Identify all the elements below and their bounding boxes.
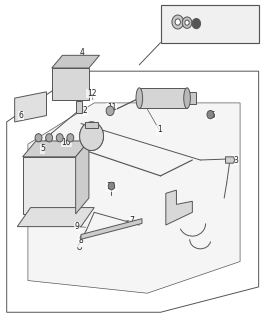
Circle shape [46, 134, 53, 142]
Circle shape [172, 15, 184, 29]
Circle shape [185, 20, 189, 25]
Circle shape [175, 19, 180, 25]
Polygon shape [17, 208, 94, 227]
Polygon shape [81, 219, 142, 239]
Text: 17: 17 [178, 18, 188, 27]
Text: 6: 6 [19, 111, 24, 120]
Ellipse shape [136, 88, 143, 108]
Circle shape [182, 17, 192, 28]
Bar [76, 101, 82, 113]
Bar [23, 157, 76, 214]
Polygon shape [85, 122, 98, 128]
Text: 10: 10 [62, 138, 71, 147]
Bar [52, 68, 89, 100]
Text: 9: 9 [75, 222, 79, 231]
Polygon shape [225, 157, 235, 163]
Text: 8: 8 [79, 236, 83, 245]
Text: 2: 2 [83, 106, 87, 115]
Polygon shape [23, 141, 89, 157]
Text: 14: 14 [107, 182, 116, 191]
Text: 7: 7 [129, 216, 134, 225]
Text: 15: 15 [206, 111, 216, 120]
Polygon shape [161, 4, 259, 43]
Circle shape [67, 134, 74, 142]
Text: 11: 11 [107, 103, 116, 112]
Polygon shape [15, 92, 46, 122]
Circle shape [35, 134, 42, 142]
Circle shape [80, 122, 103, 150]
Polygon shape [28, 103, 240, 293]
Text: 4: 4 [80, 48, 85, 57]
Circle shape [106, 106, 114, 116]
Circle shape [207, 110, 214, 119]
Polygon shape [52, 55, 99, 68]
Polygon shape [76, 141, 89, 214]
Text: 12: 12 [87, 89, 96, 98]
Bar [139, 88, 187, 108]
Text: 3: 3 [234, 156, 239, 164]
Text: 1: 1 [157, 125, 162, 134]
Text: 5: 5 [40, 144, 45, 153]
Circle shape [192, 19, 200, 29]
Circle shape [80, 122, 103, 150]
Circle shape [108, 182, 115, 190]
Bar [187, 92, 196, 104]
Circle shape [56, 134, 63, 142]
Text: 16: 16 [166, 16, 176, 25]
Text: 13: 13 [192, 22, 201, 31]
Polygon shape [166, 190, 192, 225]
Ellipse shape [184, 88, 190, 108]
